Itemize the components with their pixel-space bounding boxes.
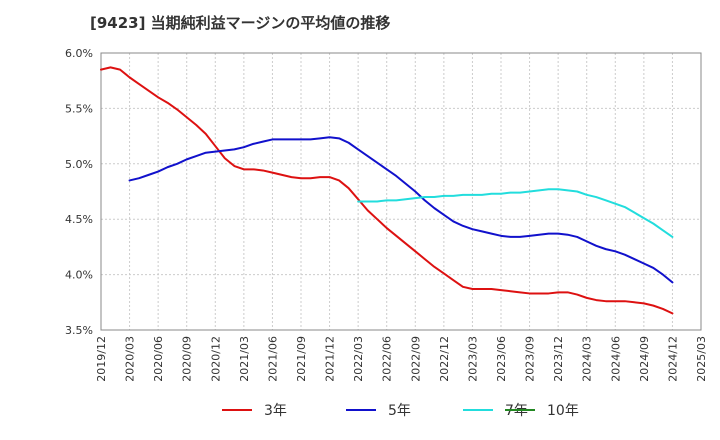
y-tick-label: 5.0% [65, 158, 93, 171]
plot-area [100, 52, 702, 331]
x-tick-label: 2021/06 [266, 336, 279, 382]
legend-label-10年: 10年 [547, 403, 579, 419]
x-tick-label: 2020/09 [181, 336, 194, 382]
x-tick-label: 2023/03 [466, 336, 479, 382]
x-tick-label: 2024/09 [638, 336, 651, 382]
series-line-5年 [128, 136, 674, 284]
y-tick-label: 4.5% [65, 213, 93, 226]
x-tick-label: 2020/12 [209, 336, 222, 382]
x-tick-label: 2023/09 [524, 336, 537, 382]
y-tick-label: 4.0% [65, 269, 93, 282]
y-tick-label: 5.5% [65, 102, 93, 115]
legend-label-3年: 3年 [264, 403, 287, 419]
x-tick-label: 2020/06 [152, 336, 165, 382]
x-tick-label: 2023/06 [495, 336, 508, 382]
x-tick-label: 2024/06 [609, 336, 622, 382]
x-tick-label: 2024/12 [666, 336, 679, 382]
plot-border [100, 52, 702, 331]
x-tick-label: 2021/12 [324, 336, 337, 382]
y-tick-label: 6.0% [65, 47, 93, 60]
x-tick-label: 2022/09 [409, 336, 422, 382]
series-line-3年 [100, 66, 674, 315]
x-tick-label: 2024/03 [581, 336, 594, 382]
series-line-7年 [357, 188, 674, 238]
x-tick-label: 2022/03 [352, 336, 365, 382]
x-tick-label: 2023/12 [552, 336, 565, 382]
x-tick-label: 2025/03 [695, 336, 708, 382]
x-tick-label: 2022/12 [438, 336, 451, 382]
y-tick-label: 3.5% [65, 324, 93, 337]
x-tick-label: 2021/03 [238, 336, 251, 382]
x-tick-label: 2020/03 [124, 336, 137, 382]
chart-title: [9423] 当期純利益マージンの平均値の推移 [90, 14, 391, 32]
x-tick-label: 2019/12 [95, 336, 108, 382]
legend-label-5年: 5年 [388, 403, 411, 419]
x-tick-label: 2021/09 [295, 336, 308, 382]
x-tick-label: 2022/06 [381, 336, 394, 382]
